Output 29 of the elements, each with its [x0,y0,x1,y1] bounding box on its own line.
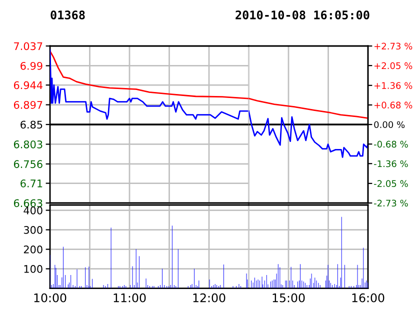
text: -2.73 % [374,200,408,207]
x-tick-label: 10:00 [34,293,66,302]
y-tick-label: 6.756 [14,160,42,168]
text: +2.73 % [374,42,412,50]
y-tick-label: 6.663 [14,199,42,208]
y-tick-label: 300 [24,226,42,234]
text: +1.36 % [374,82,412,89]
y-tick-label: 200 [24,246,42,254]
y-tick-label: 6.897 [14,100,42,109]
y-tick-label: 6.944 [14,81,42,90]
chart-title: 01368 [50,10,85,20]
y-tick-label: 400 [24,206,42,214]
y-tick-label: 7.037 [14,42,42,50]
text: -1.36 % [374,160,408,168]
y-tick-label: 6.803 [14,140,42,148]
x-tick-label: 11:00 [114,293,146,302]
x-tick-label: 12:00 [193,293,226,302]
chart-subtitle: 2010-10-08 16:05:00 [236,10,370,20]
text: -0.68 % [374,140,408,148]
y-tick-label: 6.71 [20,179,42,188]
x-tick-label: 16:00 [352,293,384,302]
y-tick-label: 6.85 [20,120,42,129]
y-tick-label: 6.99 [20,62,42,70]
text: +2.05 % [374,62,412,70]
text: -2.05 % [374,180,408,188]
x-tick-label: 15:00 [272,293,305,302]
y-tick-label: 100 [24,265,42,273]
text: +0.68 % [374,102,412,109]
text: 0.00 % [374,121,405,128]
